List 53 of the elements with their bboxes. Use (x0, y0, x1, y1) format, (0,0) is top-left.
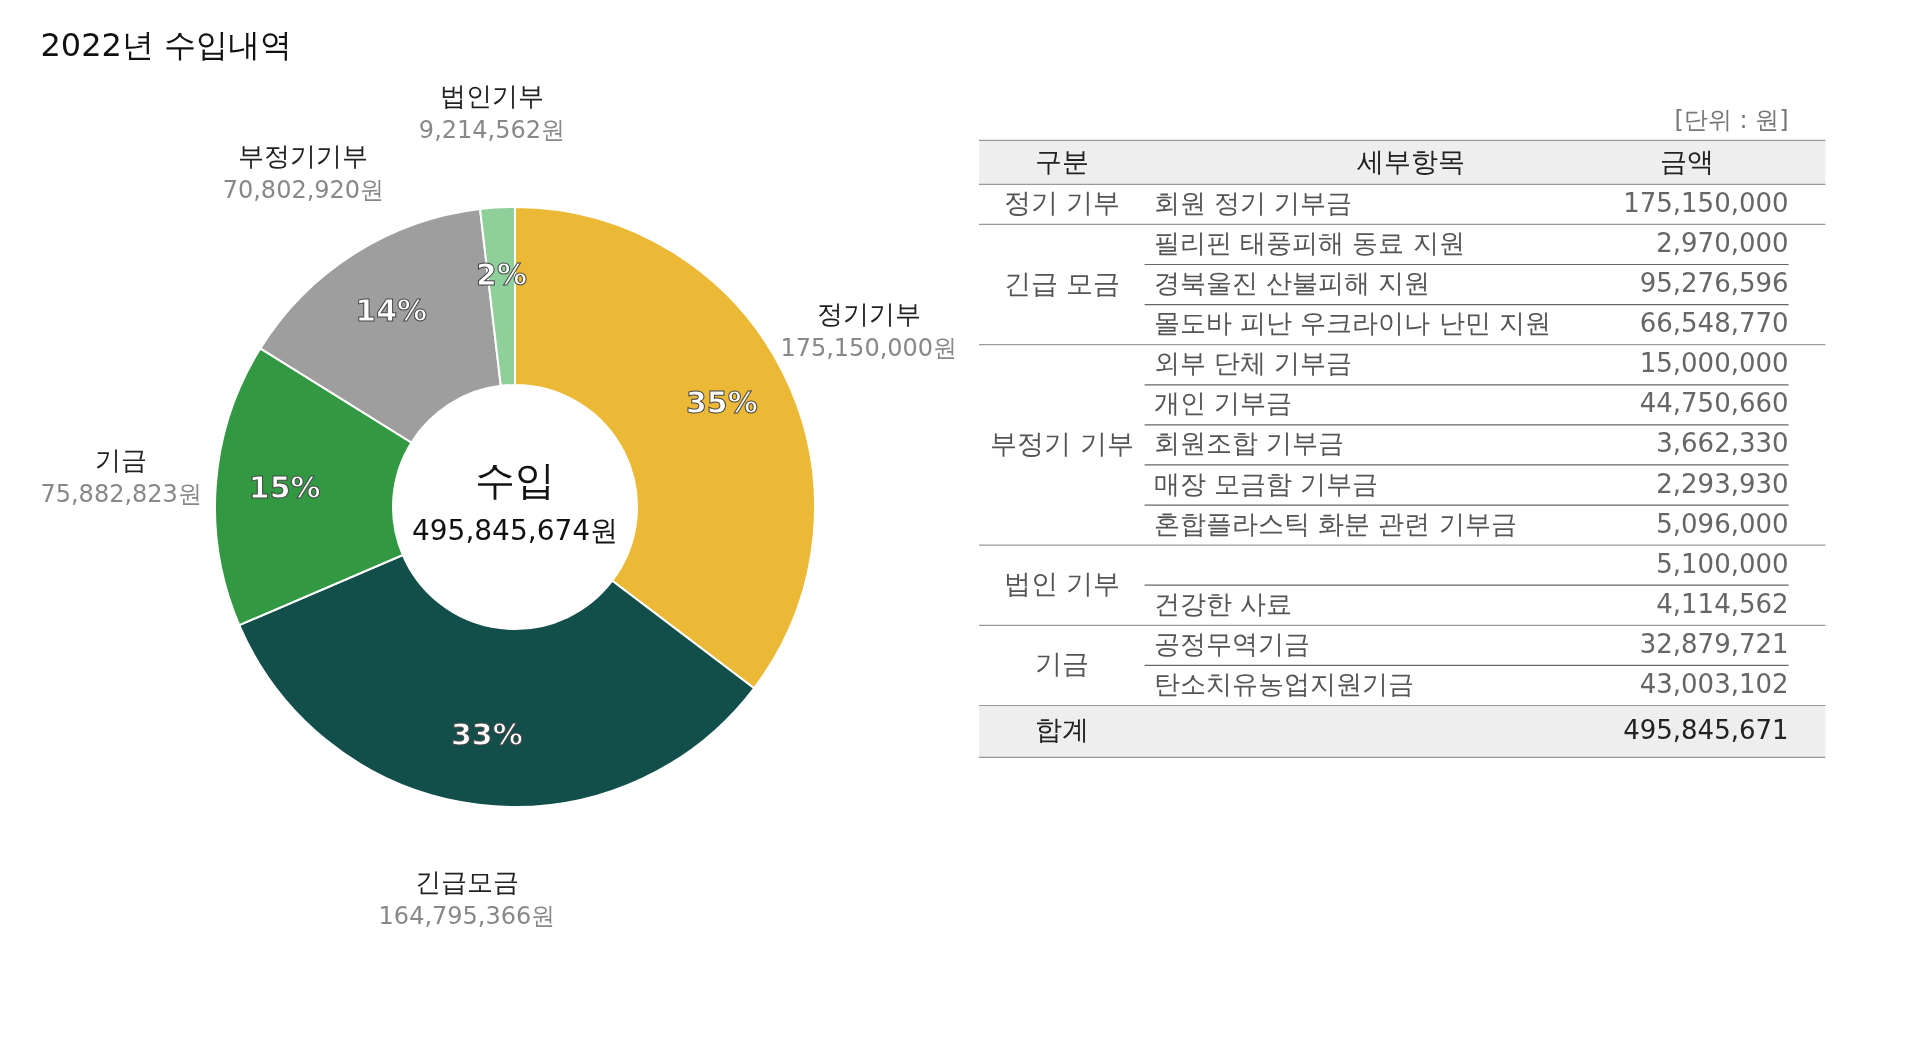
text: 개인 기부금 (1153, 388, 1293, 419)
text: 44,750,660 (1639, 388, 1789, 419)
slice-label: 기금 (95, 444, 148, 475)
text: 몰도바 피난 우크라이나 난민 지원 (1153, 308, 1551, 339)
text: 5,096,000 (1656, 508, 1789, 539)
data-label: 164,795,366원 (378, 902, 556, 931)
text: 긴급 모금 (1003, 267, 1121, 299)
text: 혼합플라스틱 화분 관련 기부금 (1153, 508, 1517, 539)
chart-title: 2022년 수입내역 (40, 26, 293, 64)
data-label: 75,882,823원 (40, 479, 202, 508)
text: 495,845,674원 (411, 514, 619, 547)
text: 5,100,000 (1656, 548, 1789, 579)
text: 수입 (475, 457, 555, 503)
text: 회원조합 기부금 (1153, 428, 1345, 459)
text: [단위 : 원] (1674, 105, 1789, 134)
text: 15% (248, 470, 321, 506)
text: 2,293,930 (1656, 468, 1789, 499)
text: 3,662,330 (1656, 428, 1789, 459)
slice-label: 법인기부 (439, 80, 544, 111)
category-label: 금액 (1660, 145, 1715, 177)
text: 기금 (1034, 648, 1089, 680)
slice-label: 부정기기부 (238, 141, 369, 172)
slice-label: 정기기부 (816, 299, 921, 330)
text: 35% (685, 385, 758, 421)
data-label: 70,802,920원 (222, 176, 385, 205)
text: 14% (355, 292, 428, 328)
text: 95,276,596 (1639, 268, 1789, 299)
text: 회원 정기 기부금 (1153, 187, 1353, 218)
text: 필리핀 태풍피해 동료 지원 (1153, 227, 1465, 258)
text: 정기 기부 (1003, 187, 1121, 219)
text: 43,003,102 (1639, 668, 1789, 699)
text: 부정기 기부 (990, 427, 1134, 459)
text: 175,150,000 (1623, 187, 1789, 218)
data-label: 9,214,562원 (418, 115, 566, 144)
category-label: 구분 (1034, 145, 1089, 177)
text: 66,548,770 (1639, 308, 1789, 339)
text: 2,970,000 (1656, 227, 1789, 258)
text: 495,845,671 (1623, 714, 1789, 745)
text: 법인 기부 (1003, 568, 1121, 600)
text: 33% (450, 717, 523, 753)
text: 탄소치유농업지원기금 (1153, 668, 1414, 699)
text: 공정무역기금 (1153, 628, 1310, 659)
text: 외부 단체 기부금 (1153, 348, 1353, 379)
text: 4,114,562 (1656, 588, 1789, 619)
data-label: 175,150,000원 (780, 334, 958, 363)
category-label: 세부항목 (1357, 145, 1466, 177)
text: 15,000,000 (1639, 348, 1789, 379)
text: 32,879,721 (1639, 628, 1789, 659)
text: 합계 (1034, 714, 1089, 746)
slice-label: 긴급모금 (414, 867, 519, 898)
text: 건강한 사료 (1153, 588, 1293, 619)
text: 경북울진 산불피해 지원 (1153, 268, 1431, 299)
text: 매장 모금함 기부금 (1153, 468, 1379, 499)
